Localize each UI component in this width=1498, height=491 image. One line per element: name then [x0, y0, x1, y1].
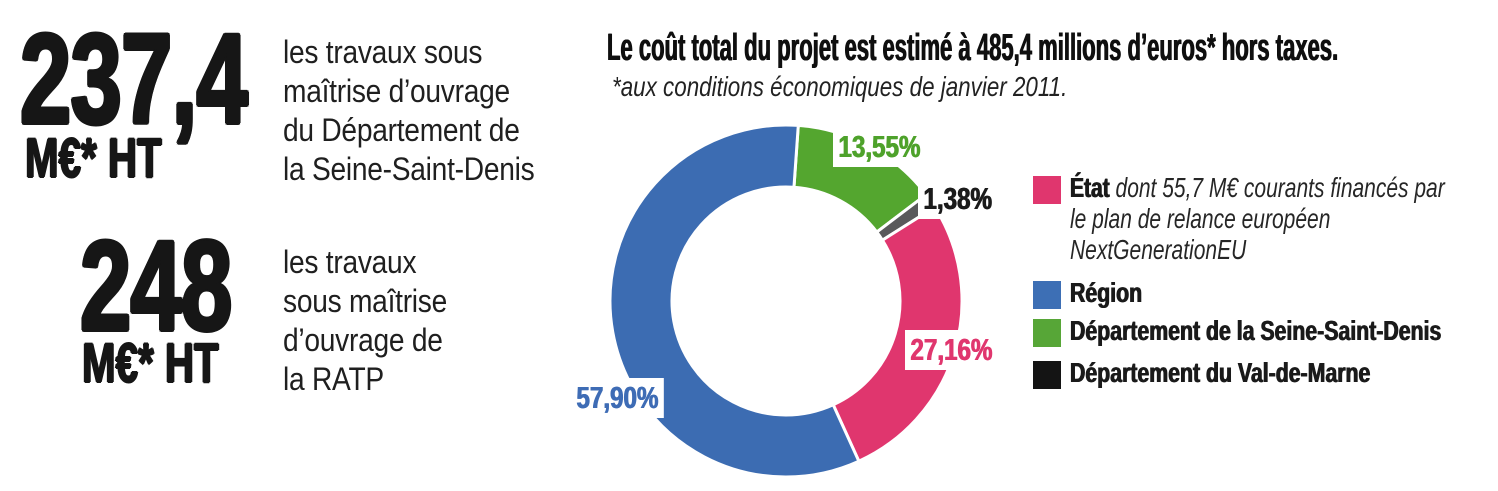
legend-label-val-de-marne: Département du Val-de-Marne — [1070, 357, 1371, 388]
footnote-wrap: *aux conditions économiques de janvier 2… — [612, 73, 1181, 101]
legend-label-region: Région — [1070, 277, 1143, 308]
stat-value-ratp: 248 — [80, 215, 232, 358]
legend-swatch-seine-saint-denis — [1033, 319, 1061, 347]
stat-description-ratp: les travaux sous maîtrise d’ouvrage de l… — [283, 244, 448, 397]
legend-item-region: Région — [1070, 277, 1165, 308]
slice-label-etat: 27,16% — [905, 330, 998, 370]
stat-unit-dept93: M€* HT — [25, 126, 162, 189]
stat-unit-wrap: M€* HT — [25, 130, 215, 186]
stat-unit-wrap: M€* HT — [82, 335, 272, 391]
stat-block-dept93: 237,4 — [20, 16, 335, 144]
stat-desc-wrap: les travaux sous maîtrise d’ouvrage de l… — [283, 243, 469, 399]
slice-label-seine-saint-denis: 13,55% — [833, 127, 926, 167]
legend-item-etat: État dont 55,7 M€ courants financés par … — [1070, 172, 1498, 265]
legend-label-etat: État — [1070, 172, 1110, 203]
legend-item-val-de-marne: Département du Val-de-Marne — [1070, 357, 1465, 388]
stat-description-dept93: les travaux sous maîtrise d’ouvrage du D… — [283, 34, 535, 187]
title-wrap: Le coût total du projet est estimé à 485… — [607, 29, 1498, 67]
legend-swatch-region — [1033, 281, 1061, 309]
stat-value-dept93: 237,4 — [20, 8, 248, 151]
legend-swatch-val-de-marne — [1033, 361, 1061, 389]
slice-label-region: 57,90% — [571, 378, 664, 418]
stat-block-ratp: 248 — [80, 223, 291, 351]
stat-unit-ratp: M€* HT — [82, 331, 219, 394]
stat-desc-wrap: les travaux sous maîtrise d’ouvrage du D… — [283, 33, 569, 189]
donut-segment-3 — [608, 123, 861, 479]
legend-swatch-etat — [1033, 176, 1061, 204]
legend-note-etat: dont 55,7 M€ courants financés par le pl… — [1070, 172, 1445, 265]
chart-title: Le coût total du projet est estimé à 485… — [607, 27, 1339, 69]
slice-label-val-de-marne: 1,38% — [918, 179, 998, 219]
chart-footnote: *aux conditions économiques de janvier 2… — [612, 71, 1068, 102]
legend-label-seine-saint-denis: Département de la Seine-Saint-Denis — [1070, 315, 1442, 346]
legend-item-seine-saint-denis: Département de la Seine-Saint-Denis — [1070, 315, 1498, 346]
donut-chart — [608, 123, 964, 479]
donut-segment-2 — [831, 205, 964, 464]
